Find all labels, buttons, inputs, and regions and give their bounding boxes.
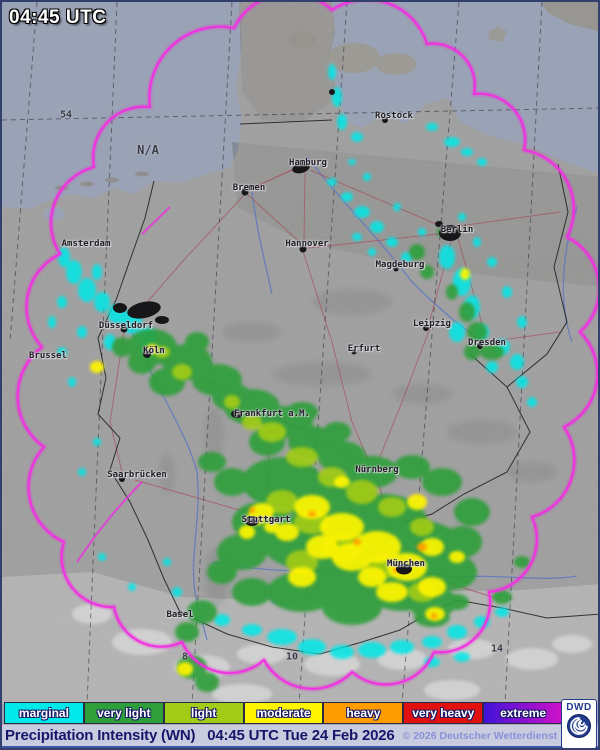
rivers xyxy=(126,156,578,641)
legend-label: light xyxy=(190,706,217,720)
legend-item-light: light xyxy=(163,702,244,724)
footer-datetime: 04:45 UTC Tue 24 Feb 2026 xyxy=(207,727,395,744)
intensity-legend: marginal very light light moderate heavy very… xyxy=(2,701,598,724)
city-label-dresden: Dresden xyxy=(468,338,506,348)
city-label-stuttgart: Stuttgart xyxy=(241,515,291,525)
city-label-saarbr-cken: Saarbrücken xyxy=(107,470,167,480)
dwd-logo: DWD xyxy=(561,699,597,748)
city-label-n-rnberg: Nürnberg xyxy=(355,465,399,475)
city-label-magdeburg: Magdeburg xyxy=(375,260,425,270)
legend-label: extreme xyxy=(500,706,547,720)
city-label-bremen: Bremen xyxy=(232,183,266,193)
precipitation-map xyxy=(2,2,598,704)
bottom-border-strip xyxy=(2,746,598,748)
map-label-54: 54 xyxy=(59,109,73,121)
map-label-10: 10 xyxy=(285,651,299,663)
city-label-amsterdam: Amsterdam xyxy=(61,239,111,249)
map-label-14: 14 xyxy=(490,643,504,655)
legend-item-heavy: heavy xyxy=(323,702,404,724)
legend-label: heavy xyxy=(346,706,381,720)
dwd-spiral-icon xyxy=(567,714,591,738)
map-label-8: 8 xyxy=(181,651,189,663)
city-label-berlin: Berlin xyxy=(440,225,474,235)
city-label-hannover: Hannover xyxy=(285,239,329,249)
timestamp-label: 04:45 UTC xyxy=(9,7,107,28)
city-label-basel: Basel xyxy=(166,610,194,620)
urban-areas xyxy=(113,89,483,617)
city-label-leipzig: Leipzig xyxy=(413,319,451,329)
legend-label: moderate xyxy=(256,706,311,720)
city-label-m-nchen: München xyxy=(387,559,425,569)
legend-item-marginal: marginal xyxy=(4,702,84,724)
legend-item-very-heavy: very heavy xyxy=(403,702,484,724)
map-label-n-a: N/A xyxy=(137,143,159,157)
legend-label: very light xyxy=(97,706,151,720)
city-label-k-ln: Köln xyxy=(143,346,165,356)
legend-item-moderate: moderate xyxy=(243,702,324,724)
city-label-d-sseldorf: Düsseldorf xyxy=(98,321,154,331)
legend-item-very-light: very light xyxy=(83,702,164,724)
radar-range-boundary xyxy=(14,2,598,692)
precip-moderate xyxy=(90,268,470,676)
dwd-logo-text: DWD xyxy=(566,702,592,713)
legend-label: very heavy xyxy=(412,706,475,720)
city-label-rostock: Rostock xyxy=(375,111,413,121)
precip-marginal xyxy=(48,64,537,667)
city-label-erfurt: Erfurt xyxy=(347,344,381,354)
city-label-brussel: Brussel xyxy=(29,351,67,361)
city-label-frankfurt-a-m-: Frankfurt a.M. xyxy=(234,409,310,419)
city-label-hamburg: Hamburg xyxy=(289,158,327,168)
legend-item-extreme: extreme xyxy=(483,702,564,724)
product-title: Precipitation Intensity (WN) xyxy=(5,727,196,744)
footer-bar: Precipitation Intensity (WN) 04:45 UTC T… xyxy=(2,724,598,746)
copyright-text: © 2026 Deutscher Wetterdienst xyxy=(402,729,558,742)
legend-label: marginal xyxy=(18,706,69,720)
